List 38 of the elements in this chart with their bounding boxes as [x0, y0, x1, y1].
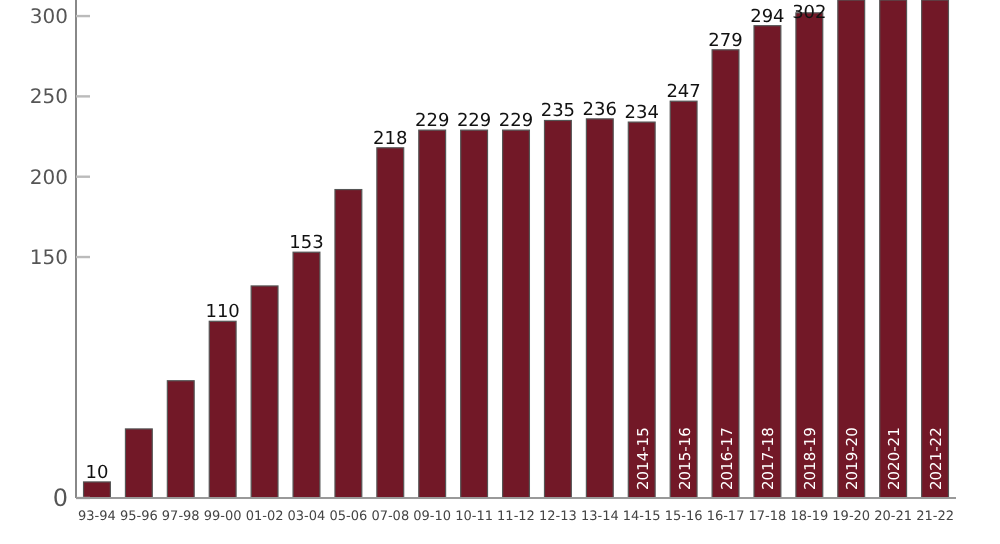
bar: [627, 121, 656, 498]
y-tick-label: 250: [29, 87, 68, 110]
data-label: 279: [708, 31, 744, 52]
bar: [669, 100, 698, 498]
data-label: 10: [85, 463, 109, 484]
bar: [585, 118, 614, 498]
data-label: 234: [624, 104, 660, 125]
bar: [208, 320, 237, 498]
bar: [292, 251, 321, 498]
data-label: 235: [540, 102, 576, 123]
bar: [753, 25, 782, 498]
bar: [921, 0, 950, 498]
data-label: 229: [498, 112, 534, 133]
bar: [124, 428, 153, 498]
bar: [376, 147, 405, 498]
bar: [501, 129, 531, 498]
bar: [82, 481, 111, 498]
data-label: 218: [373, 129, 408, 150]
data-label: 294: [750, 7, 786, 28]
data-label: 153: [289, 234, 324, 255]
data-label: 110: [205, 303, 241, 324]
bar: [334, 188, 363, 498]
y-tick-label: 200: [29, 167, 68, 190]
data-label: 247: [666, 83, 701, 104]
bar: [250, 285, 279, 498]
data-label: 229: [415, 112, 450, 133]
bar: [711, 49, 740, 498]
bar: [460, 129, 489, 498]
bar: [879, 0, 908, 498]
bar: [418, 129, 447, 498]
y-tick-label: 300: [29, 7, 68, 30]
y-tick-label: 0: [52, 484, 68, 513]
data-label: 236: [582, 100, 618, 121]
bar: [166, 380, 195, 498]
y-tick-label: 150: [29, 248, 68, 271]
data-label: 229: [456, 112, 492, 133]
bar: [837, 0, 866, 498]
bar: [543, 119, 572, 498]
